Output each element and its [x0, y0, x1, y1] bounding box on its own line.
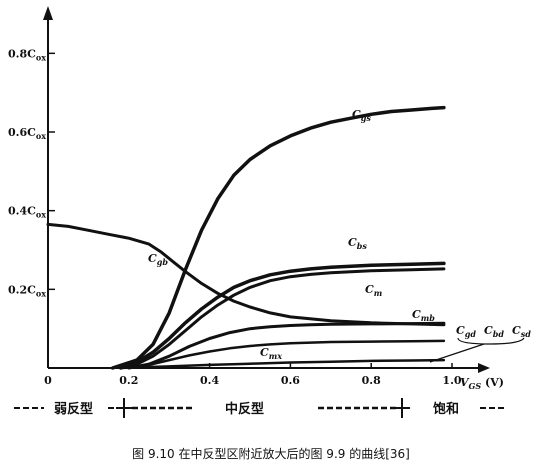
figure-caption: 图 9.10 在中反型区附近放大后的图 9.9 的曲线[36]	[132, 447, 410, 461]
series-c-gs	[110, 105, 446, 370]
curve-label-mx: Cmx	[260, 346, 282, 361]
curve-label-gs: Cgs	[352, 108, 371, 123]
y-tick-label: 0.8Cox	[8, 47, 46, 62]
series-c-mb	[127, 321, 446, 370]
x-tick-label: 1.0	[442, 374, 461, 387]
y-tick-label: 0.6Cox	[8, 126, 46, 141]
x-tick-label: 0	[44, 374, 52, 387]
curve-label-mb: Cmb	[412, 308, 435, 323]
region-bar: 弱反型 中反型 饱和	[14, 398, 506, 418]
region-weak-label: 弱反型	[54, 401, 93, 417]
series-c-gd-c-bd-c-sd	[119, 358, 446, 370]
series-c-bs	[118, 261, 446, 370]
curve-label-m: Cm	[365, 283, 382, 298]
region-strong-label: 饱和	[432, 401, 459, 417]
y-axis-arrow	[43, 6, 53, 20]
curve-label-sd: Csd	[512, 324, 531, 339]
x-tick-label: 0.2	[119, 374, 138, 387]
region-marker-1	[116, 398, 132, 418]
x-axis-label: VGS (V)	[460, 376, 504, 391]
y-tick-label: 0.2Cox	[8, 283, 46, 298]
series-c-gb	[46, 222, 446, 327]
x-tick-label: 0.4	[200, 374, 219, 387]
label-brace	[457, 337, 525, 345]
x-tick-label: 0.6	[281, 374, 300, 387]
curve-label-gd: Cgd	[456, 324, 476, 339]
curves	[46, 105, 446, 370]
series-c-mx	[127, 339, 446, 370]
label-leader	[429, 343, 485, 363]
axes: 0.8Cox 0.6Cox 0.4Cox 0.2Cox 0 0.2 0.4 0.6 0.8 1.0…	[8, 6, 504, 391]
y-tick-label: 0.4Cox	[8, 205, 46, 220]
curve-label-bs: Cbs	[348, 236, 367, 251]
series-c-m	[119, 267, 446, 370]
curve-label-bd: Cbd	[484, 324, 504, 339]
region-moderate-label: 中反型	[225, 401, 264, 417]
x-tick-label: 0.8	[362, 374, 381, 387]
x-axis-arrow	[478, 363, 490, 373]
region-marker-2	[394, 398, 410, 418]
